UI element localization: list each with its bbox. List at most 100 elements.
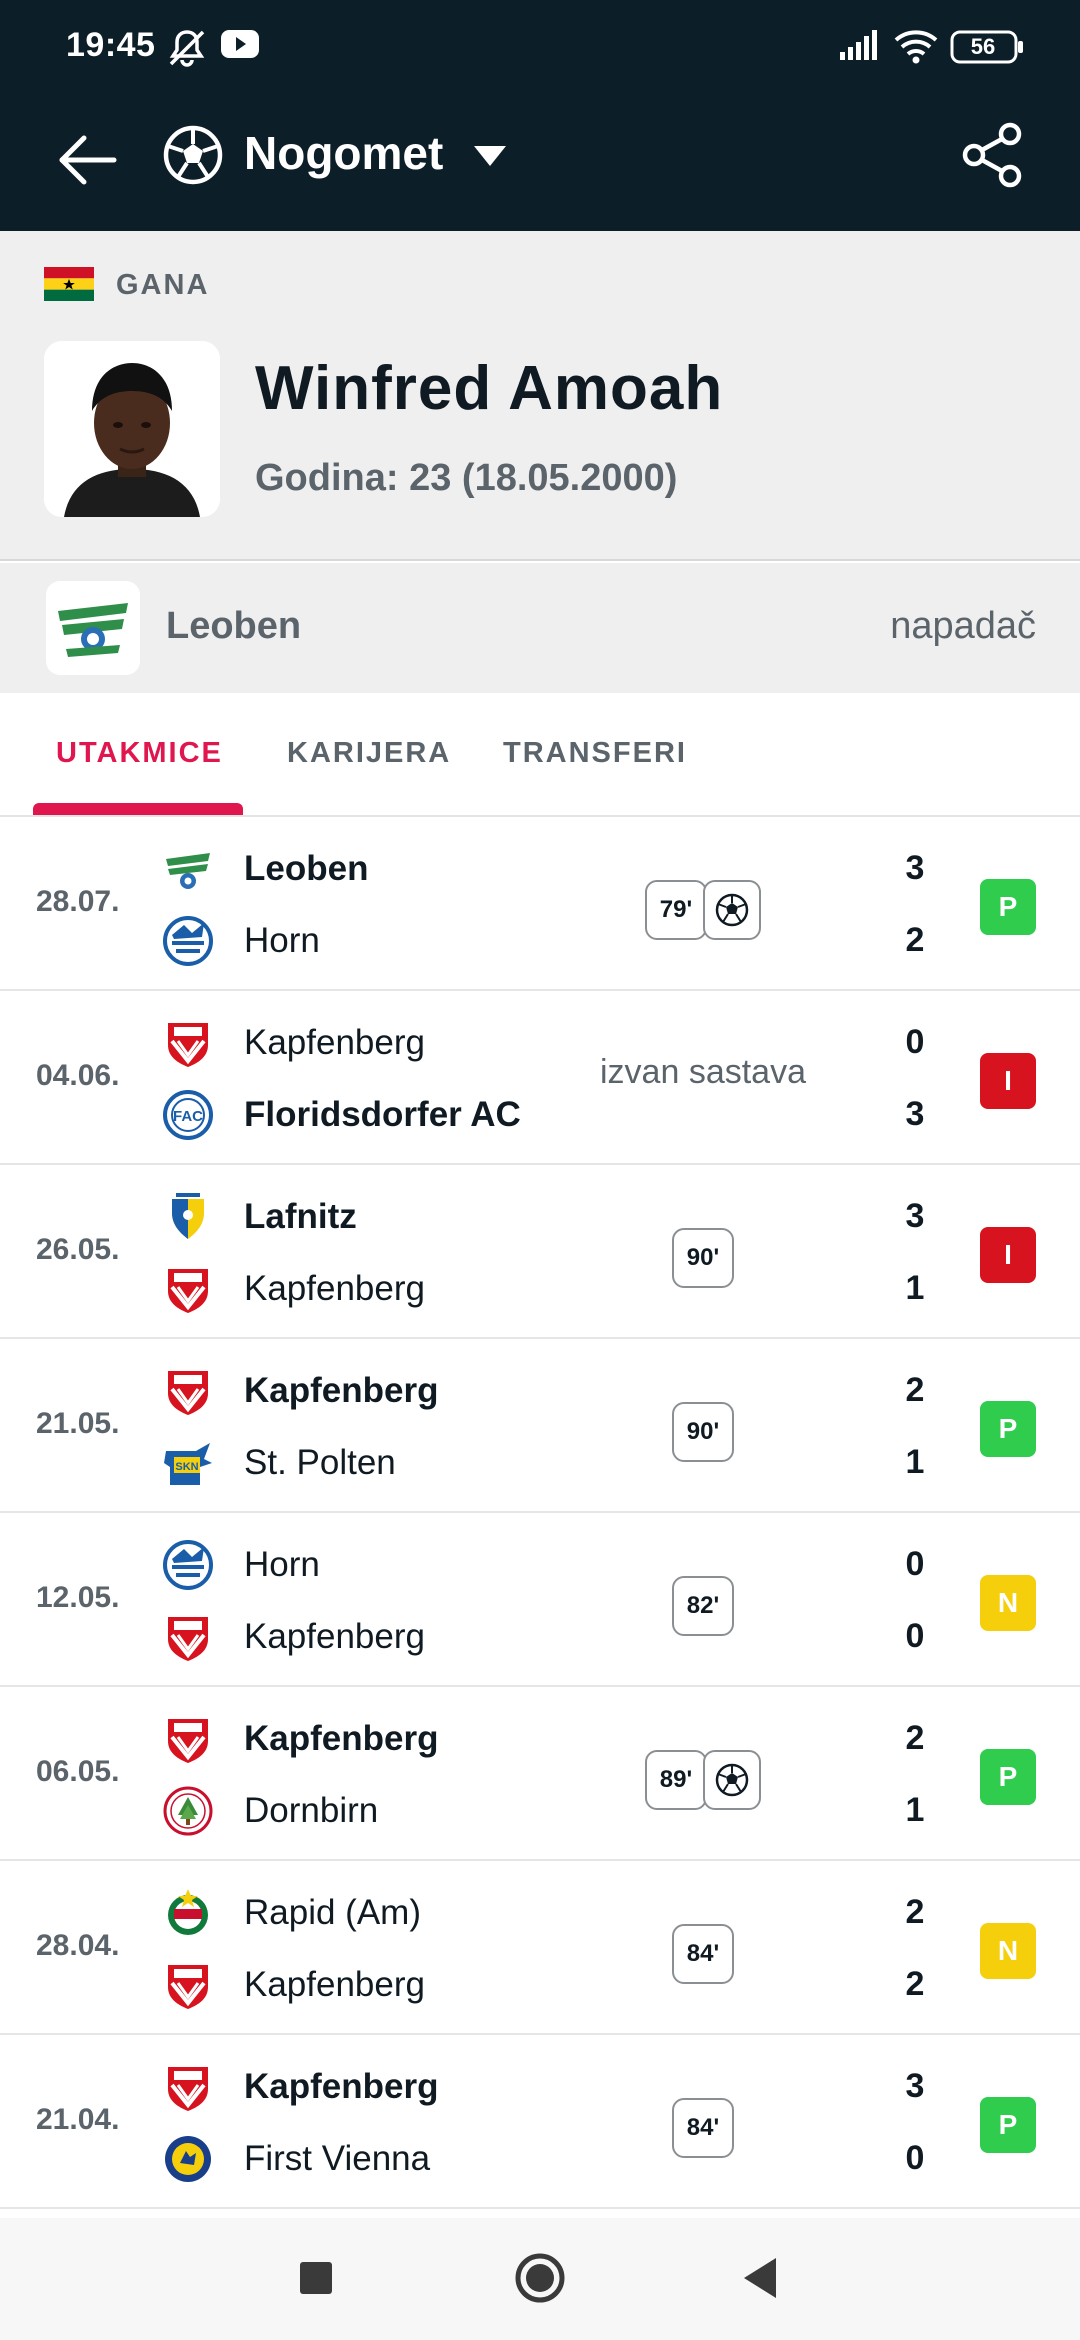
match-row[interactable]: 04.06. Kapfenberg FAC Floridsdorfer AC i… (0, 991, 1080, 1165)
home-team-name: Kapfenberg (244, 1719, 439, 1758)
match-row[interactable]: 21.05. Kapfenberg SKN St. Polten 90' 2 1… (0, 1339, 1080, 1513)
tab-karijera[interactable]: KARIJERA (287, 737, 452, 769)
result-badge: I (980, 1227, 1036, 1283)
back-triangle-icon[interactable] (740, 2256, 780, 2305)
top-bar: 19:45 56 Nogomet (0, 0, 1080, 231)
away-team-name: Floridsdorfer AC (244, 1095, 521, 1134)
club-logo (46, 581, 140, 675)
result-badge: N (980, 1923, 1036, 1979)
away-team: Dornbirn (162, 1781, 602, 1841)
chevron-down-icon[interactable] (472, 144, 508, 168)
battery-icon (950, 30, 1024, 69)
tab-transferi[interactable]: TRANSFERI (503, 737, 687, 769)
result-badge: I (980, 1053, 1036, 1109)
away-team: Horn (162, 911, 602, 971)
away-team: Kapfenberg (162, 1955, 602, 2015)
home-team-name: Horn (244, 1545, 320, 1584)
away-team-name: Horn (244, 921, 320, 960)
match-date: 21.05. (36, 1407, 120, 1440)
kapfenberg-crest-icon (162, 1263, 214, 1315)
signal-icon (838, 28, 882, 67)
recent-apps-icon[interactable] (298, 2260, 334, 2301)
wifi-icon (892, 28, 940, 69)
home-team-name: Kapfenberg (244, 1371, 439, 1410)
leoben-crest-icon (162, 843, 214, 895)
home-team-name: Kapfenberg (244, 1023, 425, 1062)
away-score: 0 (905, 1617, 925, 1655)
match-row[interactable]: 28.04. Rapid (Am) Kapfenberg 84' 2 2 N (0, 1861, 1080, 2035)
home-score: 2 (905, 1371, 925, 1409)
minutes-badge: 90' (672, 1228, 734, 1288)
tab-utakmice[interactable]: UTAKMICE (56, 737, 223, 769)
lafnitz-crest-icon (162, 1191, 214, 1243)
away-score: 0 (905, 2139, 925, 2177)
notifications-muted-icon (166, 28, 208, 73)
away-team-name: St. Polten (244, 1443, 396, 1482)
horn-crest-icon (162, 1539, 214, 1591)
minutes-played: 79' (645, 879, 761, 941)
back-arrow-icon[interactable] (52, 124, 124, 196)
home-team: Kapfenberg (162, 1709, 602, 1769)
minutes-played: 90' (672, 1401, 734, 1463)
status-time: 19:45 (66, 26, 156, 64)
minutes-badge: 79' (645, 880, 707, 940)
minutes-played: 89' (645, 1749, 761, 1811)
result-badge: P (980, 1749, 1036, 1805)
home-team-name: Kapfenberg (244, 2067, 439, 2106)
player-header: GANA Winfred Amoah Godina: 23 (18.05.200… (0, 231, 1080, 561)
result-badge: P (980, 879, 1036, 935)
match-row[interactable]: 12.05. Horn Kapfenberg 82' 0 0 N (0, 1513, 1080, 1687)
match-row[interactable]: 06.05. Kapfenberg Dornbirn 89' 2 1 P (0, 1687, 1080, 1861)
match-date: 12.05. (36, 1581, 120, 1614)
status-bar: 19:45 56 (0, 0, 1080, 96)
player-photo (44, 341, 220, 517)
minutes-badge: 84' (672, 1924, 734, 1984)
home-team: Leoben (162, 839, 602, 899)
result-badge: P (980, 1401, 1036, 1457)
floridsdorfer-crest-icon: FAC (162, 1089, 214, 1141)
active-tab-indicator (33, 803, 243, 815)
home-team: Lafnitz (162, 1187, 602, 1247)
youtube-icon (220, 28, 260, 65)
home-team: Horn (162, 1535, 602, 1595)
player-country: GANA (116, 269, 210, 301)
home-team-name: Lafnitz (244, 1197, 357, 1236)
away-team-name: First Vienna (244, 2139, 431, 2178)
match-row[interactable]: 21.04. Kapfenberg First Vienna 84' 3 0 P (0, 2035, 1080, 2209)
player-name: Winfred Amoah (255, 354, 724, 423)
first-vienna-crest-icon (162, 2133, 214, 2185)
away-score: 1 (905, 1791, 925, 1829)
match-row[interactable]: 28.07. Leoben Horn 79' 3 2 P (0, 817, 1080, 991)
goal-ball-icon (703, 880, 761, 940)
away-team-name: Kapfenberg (244, 1965, 425, 2004)
match-note: izvan sastava (600, 1053, 806, 1091)
goal-ball-icon (703, 1750, 761, 1810)
home-circle-icon[interactable] (514, 2252, 566, 2309)
share-icon[interactable] (960, 120, 1026, 190)
minutes-played: 82' (672, 1575, 734, 1637)
sport-title[interactable]: Nogomet (244, 127, 444, 179)
match-row[interactable]: 26.05. Lafnitz Kapfenberg 90' 3 1 I (0, 1165, 1080, 1339)
minutes-badge: 84' (672, 2098, 734, 2158)
minutes-badge: 82' (672, 1576, 734, 1636)
soccer-ball-icon[interactable] (162, 124, 224, 186)
dornbirn-crest-icon (162, 1785, 214, 1837)
home-team-name: Leoben (244, 849, 369, 888)
minutes-badge: 89' (645, 1750, 707, 1810)
tab-bar: UTAKMICE KARIJERA TRANSFERI (0, 693, 1080, 817)
home-score: 0 (905, 1545, 925, 1583)
club-row[interactable]: Leoben napadač (0, 563, 1080, 693)
kapfenberg-crest-icon (162, 1713, 214, 1765)
home-score: 0 (905, 1023, 925, 1061)
home-team: Kapfenberg (162, 1361, 602, 1421)
home-team: Rapid (Am) (162, 1883, 602, 1943)
club-name[interactable]: Leoben (166, 605, 302, 647)
kapfenberg-crest-icon (162, 1017, 214, 1069)
svg-text:SKN: SKN (175, 1461, 198, 1473)
minutes-played: 90' (672, 1227, 734, 1289)
home-score: 2 (905, 1893, 925, 1931)
minutes-played: 84' (672, 2097, 734, 2159)
rapid-crest-icon (162, 1887, 214, 1939)
player-position: napadač (890, 605, 1036, 647)
match-date: 06.05. (36, 1755, 120, 1788)
